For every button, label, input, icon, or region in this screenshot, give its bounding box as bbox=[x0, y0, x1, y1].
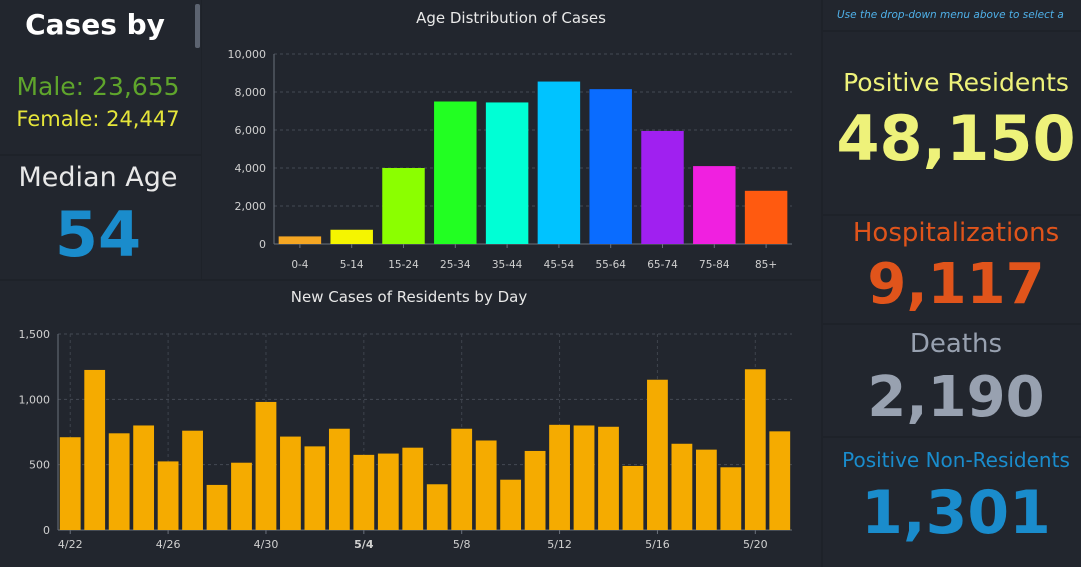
daily-cases-panel: New Cases of Residents by Day 0 500 1,000 1,… bbox=[0, 281, 821, 567]
hospitalizations-value: 9,117 bbox=[867, 252, 1045, 317]
bar-4/30 bbox=[255, 401, 277, 530]
bar-4/26 bbox=[157, 461, 179, 530]
y-tick-label: 8,000 bbox=[235, 86, 267, 99]
male-count: Male: 23,655 bbox=[16, 72, 180, 101]
bar-5/18 bbox=[695, 449, 717, 530]
cases-by-title: Cases by bbox=[25, 8, 165, 41]
y-tick-label: 0 bbox=[259, 238, 266, 251]
daily-cases-chart: New Cases of Residents by Day 0 500 1,000 1,… bbox=[19, 288, 792, 551]
bar-4/22 bbox=[59, 437, 81, 530]
bar-4/24 bbox=[108, 433, 130, 530]
bar-4/29 bbox=[231, 462, 252, 530]
female-count: Female: 24,447 bbox=[16, 107, 180, 131]
x-tick-label: 5/16 bbox=[645, 538, 670, 551]
panel-scrollbar[interactable] bbox=[195, 4, 200, 48]
x-tick-label: 55-64 bbox=[595, 259, 626, 271]
bar-5/21 bbox=[769, 431, 791, 530]
x-tick-label: 25-34 bbox=[440, 259, 471, 271]
bar-5/2 bbox=[304, 446, 326, 530]
bar-5/10 bbox=[500, 479, 522, 530]
bar-5/9 bbox=[475, 440, 497, 530]
non-residents-panel: Positive Non-Residents 1,301 bbox=[823, 438, 1081, 567]
y-tick-label: 500 bbox=[29, 459, 50, 472]
bar-85+ bbox=[744, 190, 788, 244]
y-tick-label: 2,000 bbox=[235, 200, 267, 213]
x-tick-label: 5/8 bbox=[453, 538, 471, 551]
bar-4/25 bbox=[133, 425, 155, 530]
hint-panel: Use the drop-down menu above to select a bbox=[823, 0, 1081, 30]
deaths-label: Deaths bbox=[909, 329, 1003, 359]
x-tick-label: 15-24 bbox=[388, 259, 419, 271]
y-tick-label: 1,500 bbox=[19, 328, 51, 341]
x-tick-label: 5-14 bbox=[340, 259, 364, 271]
bar-5/19 bbox=[720, 467, 742, 530]
x-tick-label: 65-74 bbox=[647, 259, 678, 271]
age-distribution-chart: Age Distribution of Cases 0 2,000 4,000 6,00… bbox=[228, 9, 792, 271]
bar-5/5 bbox=[377, 453, 399, 530]
bar-4/27 bbox=[182, 430, 203, 530]
chart-title: Age Distribution of Cases bbox=[416, 9, 606, 27]
bar-5/6 bbox=[402, 447, 424, 530]
x-tick-label: 4/26 bbox=[156, 538, 181, 551]
x-tick-label: 75-84 bbox=[699, 259, 730, 271]
x-tick-label: 4/22 bbox=[58, 538, 83, 551]
bar-5/7 bbox=[426, 484, 448, 530]
bar-5/17 bbox=[671, 443, 693, 530]
bar-5/4 bbox=[353, 454, 375, 530]
y-tick-label: 10,000 bbox=[228, 48, 267, 61]
x-tick-label: 5/20 bbox=[743, 538, 768, 551]
deaths-panel: Deaths 2,190 bbox=[823, 325, 1081, 436]
hospitalizations-label: Hospitalizations bbox=[852, 218, 1060, 248]
bar-5/14 bbox=[598, 426, 619, 530]
bar-5/1 bbox=[280, 436, 301, 530]
dropdown-hint: Use the drop-down menu above to select a bbox=[837, 9, 1064, 21]
bar-45-54 bbox=[537, 81, 581, 244]
bar-25-34 bbox=[434, 101, 477, 244]
x-tick-label: 5/12 bbox=[547, 538, 572, 551]
bar-5/15 bbox=[622, 465, 644, 530]
bar-0-4 bbox=[278, 236, 322, 244]
hospitalizations-panel: Hospitalizations 9,117 bbox=[823, 216, 1081, 323]
bar-5/13 bbox=[573, 425, 595, 530]
non-residents-value: 1,301 bbox=[861, 478, 1051, 548]
age-distribution-panel: Age Distribution of Cases 0 2,000 4,000 6,00… bbox=[202, 0, 821, 279]
y-tick-label: 0 bbox=[43, 524, 50, 537]
positive-residents-value: 48,150 bbox=[836, 102, 1076, 175]
bar-4/23 bbox=[84, 369, 106, 530]
bar-4/28 bbox=[206, 484, 228, 530]
y-tick-label: 1,000 bbox=[19, 393, 51, 406]
median-age-label: Median Age bbox=[18, 162, 178, 193]
bar-5/3 bbox=[328, 428, 350, 530]
bar-75-84 bbox=[693, 166, 736, 244]
bar-5-14 bbox=[330, 229, 373, 244]
x-tick-label: 0-4 bbox=[291, 259, 308, 271]
x-tick-label: 45-54 bbox=[544, 259, 575, 271]
x-tick-label: 5/4 bbox=[354, 538, 374, 551]
bar-55-64 bbox=[589, 89, 632, 245]
median-age-value: 54 bbox=[54, 198, 142, 271]
divider bbox=[0, 154, 201, 156]
x-tick-label: 4/30 bbox=[254, 538, 279, 551]
deaths-value: 2,190 bbox=[867, 365, 1045, 430]
bar-5/20 bbox=[744, 369, 766, 530]
cases-by-panel: Cases by Male: 23,655 Female: 24,447 Med… bbox=[0, 0, 201, 279]
x-tick-label: 85+ bbox=[755, 259, 777, 271]
bar-35-44 bbox=[485, 102, 529, 244]
y-tick-label: 4,000 bbox=[235, 162, 267, 175]
bar-5/8 bbox=[451, 428, 473, 530]
positive-residents-label: Positive Residents bbox=[843, 68, 1069, 97]
bar-15-24 bbox=[382, 168, 425, 244]
bar-5/16 bbox=[647, 379, 668, 530]
bar-5/11 bbox=[524, 450, 546, 530]
positive-residents-panel: Positive Residents 48,150 bbox=[823, 32, 1081, 214]
bar-65-74 bbox=[641, 130, 684, 244]
chart-title: New Cases of Residents by Day bbox=[291, 288, 528, 306]
bar-5/12 bbox=[549, 424, 570, 530]
x-tick-label: 35-44 bbox=[492, 259, 523, 271]
non-residents-label: Positive Non-Residents bbox=[842, 448, 1070, 472]
y-tick-label: 6,000 bbox=[235, 124, 267, 137]
